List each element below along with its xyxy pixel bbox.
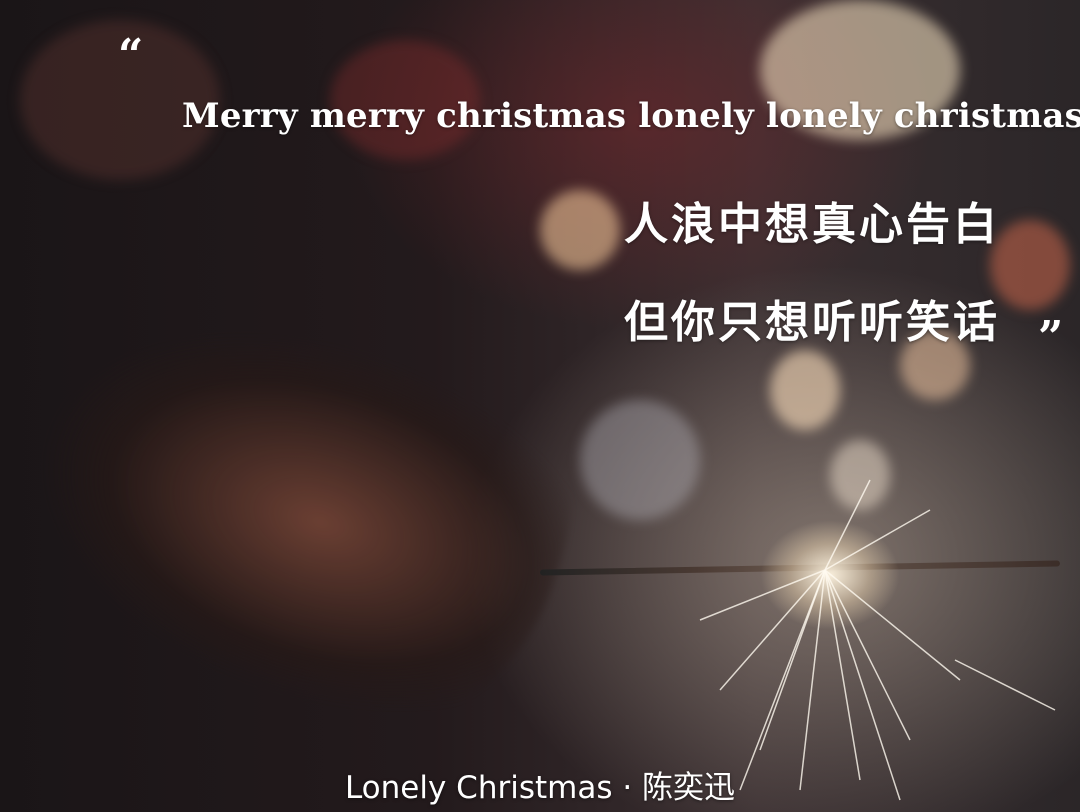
bokeh-light [330,40,480,160]
bokeh-light [540,190,620,270]
open-quote-mark: “ [118,30,144,81]
bokeh-light [760,0,960,140]
bokeh-light [770,350,840,430]
lyric-english-line: Merry merry christmas lonely lonely chri… [182,96,1080,136]
lyric-chinese-line-2: 但你只想听听笑话 [624,297,1000,348]
bokeh-light [990,220,1070,310]
spark-rays [699,479,1056,801]
hand-silhouette [0,84,651,812]
bokeh-light [900,330,970,400]
close-quote-mark: ” [1038,312,1064,363]
lyric-chinese-line-1: 人浪中想真心告白 [624,199,1000,250]
bokeh-light [580,400,700,520]
song-caption: Lonely Christmas · 陈奕迅 [344,770,736,806]
